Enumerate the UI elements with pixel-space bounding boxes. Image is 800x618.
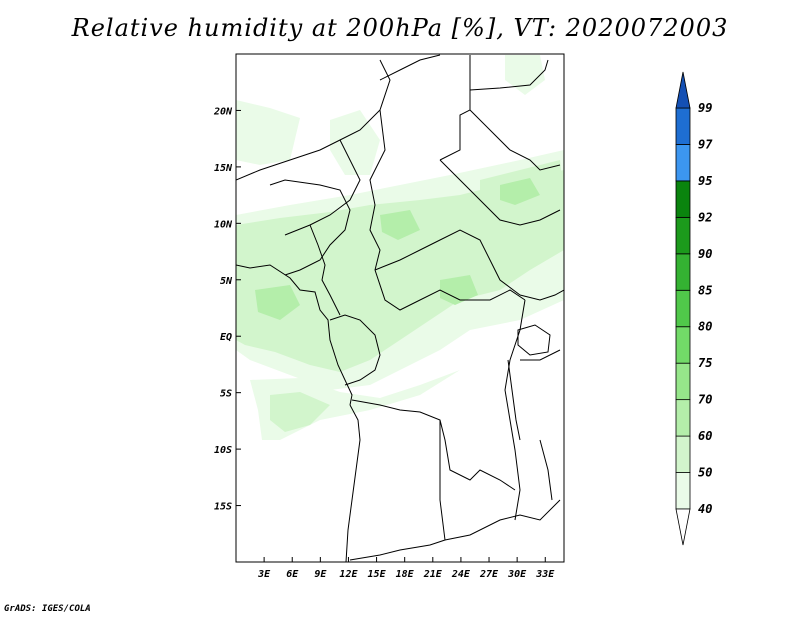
longitude-ticks: 3E 6E 9E 12E 15E 18E 21E 24E 27E 30E 33E [257,557,555,580]
colorbar-segment [675,472,691,510]
page-title: Relative humidity at 200hPa [%], VT: 202… [71,14,729,42]
kenya-uganda-border [519,289,564,301]
lon-tick-label: 30E [507,569,527,580]
lat-tick-label: 20N [213,106,233,117]
colorbar-segment [675,216,691,255]
lon-tick-label: 24E [451,569,471,580]
lon-tick-label: 6E [286,569,299,580]
nigeria-border [269,179,351,276]
angola-coast [345,404,361,562]
zambia-border [444,499,561,541]
lon-tick-label: 27E [479,569,499,580]
colorbar-label: 70 [698,393,712,407]
colorbar-label: 97 [698,137,713,151]
chad-niger-border [284,139,361,236]
colorbar-segment [675,107,691,145]
lon-tick-label: 21E [423,569,443,580]
tanzania-border [520,349,561,361]
lake-tanganyika [507,359,521,441]
drc-angola-border [351,399,516,491]
colorbar-segment [675,144,691,182]
rh-band-40-50-sahel [330,110,380,175]
lat-tick-label: 10S [214,445,232,456]
colorbar-label: 60 [698,429,712,443]
lon-tick-label: 3E [257,569,271,580]
rh-band-60-70-2 [380,210,420,240]
west-africa-coast [236,264,353,406]
lon-tick-label: 9E [314,569,327,580]
rh-band-50-60-gulf [270,392,330,432]
lat-tick-label: 15S [214,502,232,513]
lon-tick-label: 18E [396,569,415,580]
lat-tick-label: 5S [220,389,232,400]
lon-tick-label: 15E [368,569,387,580]
colorbar-label: 75 [698,356,712,370]
lon-tick-label: 33E [535,569,555,580]
cameroon-border [309,224,341,316]
colorbar-label: 85 [698,283,712,297]
colorbar-segment [675,289,691,328]
northeast-coast [469,59,549,91]
humidity-shading [236,55,564,440]
colorbar-label: 40 [698,502,712,516]
congo-gabon-border [329,314,381,386]
drc-north-border [374,269,526,311]
colorbar-segment [675,326,691,364]
ethiopia-border [469,109,561,171]
colorbar-segment [675,399,691,437]
colorbar-segment [675,435,691,473]
colorbar-label: 90 [698,247,712,261]
lat-tick-label: 15N [214,163,233,174]
colorbar-label: 92 [698,210,712,224]
colorbar: 40 50 60 70 75 80 85 90 92 95 97 99 [675,71,713,546]
egypt-sudan-border [439,55,471,161]
rh-band-60-70-4 [500,178,540,205]
colorbar-label: 99 [698,101,712,115]
lat-tick-label: 10N [214,219,233,230]
lat-tick-label: EQ [220,332,232,343]
colorbar-segment [675,253,691,291]
rh-band-40-50-ne [505,55,545,95]
lake-malawi [539,439,553,501]
sudan-west-border [379,54,441,81]
lake-victoria [517,324,551,356]
colorbar-segment [675,362,691,401]
angola-zambia-border [349,420,446,561]
car-border [374,229,521,296]
lon-tick-label: 12E [339,569,358,580]
chad-east-border [369,109,386,271]
rh-band-60-70-3 [440,275,478,305]
colorbar-label: 80 [698,320,712,334]
colorbar-segment [675,180,691,218]
footer-credit: GrADS: IGES/COLA [4,604,91,614]
lat-tick-label: 5N [220,276,233,287]
colorbar-lower-arrow [675,508,691,546]
map-frame [235,53,565,563]
rh-band-60-70-1 [255,285,300,320]
country-borders [236,54,564,562]
colorbar-label: 50 [698,466,712,480]
sudan-south-border [439,159,561,226]
colorbar-label: 95 [698,174,712,188]
colorbar-upper-arrow [675,71,691,109]
latitude-ticks: 20N 15N 10N 5N EQ 5S 10S 15S [213,106,241,513]
rh-band-40-50-north [236,100,300,165]
